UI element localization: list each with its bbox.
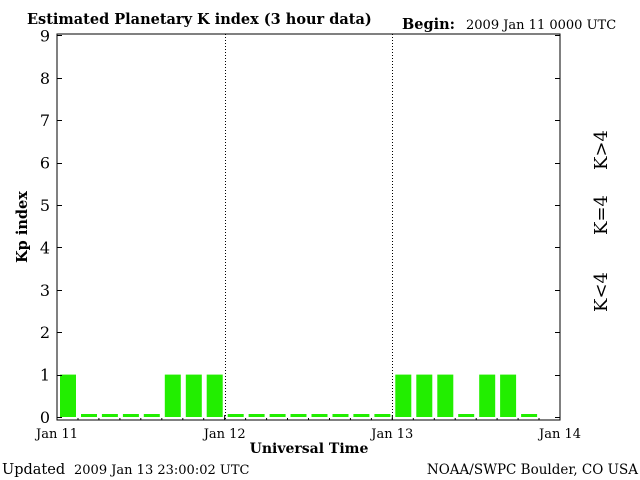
day-separators (225, 34, 393, 420)
kp-bar (311, 414, 328, 417)
y-tick-label: 0 (40, 408, 50, 427)
kp-bar (206, 374, 223, 417)
kp-bar (143, 414, 160, 417)
kp-bar (437, 374, 454, 417)
chart-title: Estimated Planetary K index (3 hour data… (27, 11, 372, 28)
kp-bar (269, 414, 286, 417)
kp-bar (185, 374, 202, 417)
updated-label: Updated (2, 462, 65, 478)
kp-bar (60, 374, 76, 417)
y-axis-label: Kp index (14, 191, 31, 263)
begin-value: 2009 Jan 11 0000 UTC (466, 18, 616, 33)
kp-bar (227, 414, 244, 417)
y-tick-label: 5 (40, 196, 50, 215)
legend-k-equal-4: K=4 (591, 195, 612, 235)
kp-bar (353, 414, 370, 417)
y-tick-label: 7 (40, 111, 50, 130)
bar-series (60, 374, 538, 417)
kp-bar (164, 374, 181, 417)
y-tick-label: 2 (40, 323, 50, 342)
x-tick-label: Jan 11 (34, 427, 78, 442)
x-tick-label: Jan 13 (369, 427, 413, 442)
kp-bar (416, 374, 433, 417)
updated-value: 2009 Jan 13 23:00:02 UTC (74, 463, 250, 478)
y-tick-label: 9 (40, 26, 50, 45)
kp-bar (290, 414, 307, 417)
kp-bar (500, 374, 517, 417)
x-axis-label: Universal Time (250, 441, 369, 457)
y-tick-label: 1 (40, 366, 50, 385)
kp-bar (458, 414, 475, 417)
begin-label: Begin: (402, 16, 455, 33)
kp-bar (332, 414, 349, 417)
kp-bar (101, 414, 118, 417)
kp-bar (395, 374, 412, 417)
x-axis: Jan 11 Jan 12 Jan 13 Jan 14 (34, 415, 581, 442)
data-source: NOAA/SWPC Boulder, CO USA (427, 462, 638, 478)
kp-bar (248, 414, 265, 417)
y-tick-label: 6 (40, 154, 50, 173)
y-tick-label: 3 (40, 281, 50, 300)
kp-bar (374, 414, 391, 417)
plot-frame (56, 33, 561, 421)
kp-bar (479, 374, 496, 417)
y-tick-label: 4 (40, 238, 50, 257)
y-axis: 0 1 2 3 4 5 6 7 8 9 (40, 26, 560, 427)
kp-bar (122, 414, 139, 417)
legend-k-below-4: K<4 (591, 272, 612, 312)
kp-bar (521, 414, 538, 417)
x-tick-label: Jan 12 (202, 427, 246, 442)
y-tick-label: 8 (40, 69, 50, 88)
legend-k-above-4: K>4 (591, 130, 612, 170)
kp-bar (81, 414, 97, 417)
x-tick-label: Jan 14 (537, 427, 581, 442)
